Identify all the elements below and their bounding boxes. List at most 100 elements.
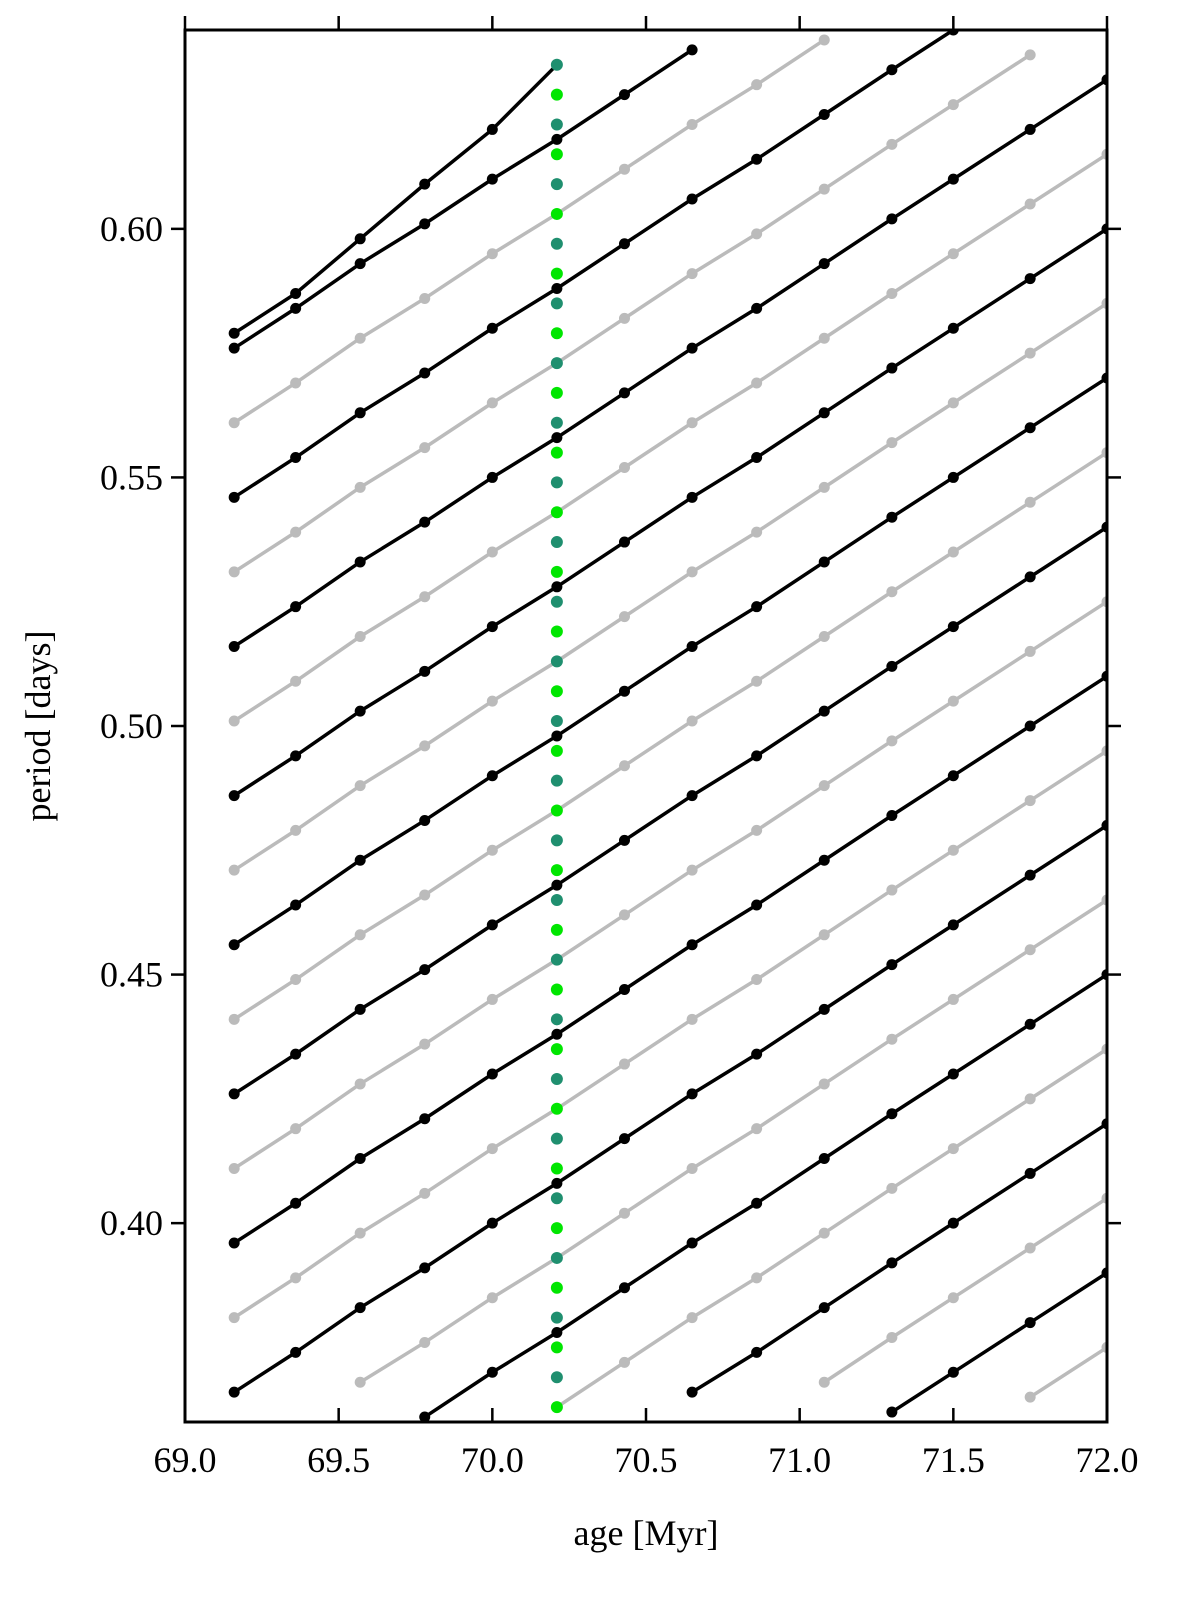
highlight-point bbox=[550, 178, 563, 191]
highlight-point bbox=[550, 1043, 563, 1056]
data-point bbox=[818, 705, 830, 717]
series-line bbox=[233, 749, 1107, 1320]
data-point bbox=[290, 302, 302, 314]
data-point bbox=[551, 432, 563, 444]
data-point bbox=[886, 735, 898, 747]
data-point bbox=[486, 322, 498, 334]
data-point bbox=[818, 332, 830, 344]
data-point bbox=[1024, 645, 1036, 657]
data-point bbox=[290, 287, 302, 299]
x-tick-label: 70.0 bbox=[461, 1440, 524, 1480]
highlight-point bbox=[550, 506, 563, 519]
data-point bbox=[947, 248, 959, 260]
data-point bbox=[686, 268, 698, 280]
series-line bbox=[233, 152, 1107, 723]
highlight-point bbox=[550, 1072, 563, 1085]
series-line bbox=[1029, 1345, 1107, 1399]
data-point bbox=[886, 1331, 898, 1343]
data-point bbox=[419, 665, 431, 677]
data-point bbox=[419, 442, 431, 454]
data-point bbox=[228, 1237, 240, 1249]
data-point bbox=[290, 377, 302, 389]
data-point bbox=[751, 1197, 763, 1209]
data-point bbox=[686, 1088, 698, 1100]
data-point bbox=[228, 1312, 240, 1324]
data-point bbox=[886, 511, 898, 523]
data-point bbox=[886, 959, 898, 971]
data-point bbox=[818, 1153, 830, 1165]
highlight-point bbox=[550, 357, 563, 370]
data-point bbox=[228, 417, 240, 429]
data-point bbox=[354, 332, 366, 344]
highlight-point bbox=[550, 58, 563, 71]
data-point bbox=[486, 844, 498, 856]
data-point bbox=[886, 213, 898, 225]
data-point bbox=[751, 1346, 763, 1358]
data-point bbox=[686, 715, 698, 727]
data-point bbox=[751, 824, 763, 836]
data-point bbox=[751, 228, 763, 240]
series-line bbox=[233, 600, 1107, 1170]
data-point bbox=[551, 879, 563, 891]
y-tick-label: 0.50 bbox=[100, 706, 163, 746]
data-point bbox=[818, 854, 830, 866]
data-point bbox=[618, 909, 630, 921]
data-point bbox=[886, 287, 898, 299]
data-point bbox=[947, 546, 959, 558]
highlight-point bbox=[550, 476, 563, 489]
data-point bbox=[818, 1376, 830, 1388]
highlight-point bbox=[550, 804, 563, 817]
data-point bbox=[618, 834, 630, 846]
data-point bbox=[686, 1312, 698, 1324]
data-point bbox=[1024, 795, 1036, 807]
highlight-point bbox=[550, 207, 563, 220]
data-point bbox=[751, 302, 763, 314]
data-point bbox=[947, 1143, 959, 1155]
data-point bbox=[228, 1013, 240, 1025]
data-point bbox=[686, 640, 698, 652]
data-point bbox=[354, 854, 366, 866]
data-point bbox=[551, 133, 563, 145]
data-point bbox=[618, 163, 630, 175]
data-point bbox=[886, 660, 898, 672]
data-point bbox=[419, 1113, 431, 1125]
data-point bbox=[290, 675, 302, 687]
highlight-point bbox=[550, 1013, 563, 1026]
data-point bbox=[486, 471, 498, 483]
data-point bbox=[818, 631, 830, 643]
data-point bbox=[618, 983, 630, 995]
data-point bbox=[947, 621, 959, 633]
data-point bbox=[818, 780, 830, 792]
data-point bbox=[228, 864, 240, 876]
data-point bbox=[886, 1108, 898, 1120]
data-point bbox=[419, 1187, 431, 1199]
data-point bbox=[354, 780, 366, 792]
series-line bbox=[233, 451, 1107, 1021]
series-line bbox=[233, 53, 1032, 574]
data-point bbox=[618, 536, 630, 548]
data-point bbox=[419, 1038, 431, 1050]
x-tick-label: 69.5 bbox=[307, 1440, 370, 1480]
data-point bbox=[686, 193, 698, 205]
data-point bbox=[486, 621, 498, 633]
series-line bbox=[233, 78, 1107, 648]
data-point bbox=[947, 1366, 959, 1378]
data-point bbox=[290, 1123, 302, 1135]
data-point bbox=[354, 1078, 366, 1090]
data-point bbox=[751, 1048, 763, 1060]
data-point bbox=[486, 1217, 498, 1229]
data-point bbox=[947, 1292, 959, 1304]
data-point bbox=[947, 173, 959, 185]
data-point bbox=[1024, 123, 1036, 135]
data-point bbox=[751, 974, 763, 986]
highlight-point bbox=[550, 595, 563, 608]
data-point bbox=[886, 362, 898, 374]
data-point bbox=[290, 526, 302, 538]
data-point bbox=[354, 1003, 366, 1015]
series-line bbox=[233, 525, 1107, 1096]
highlight-point bbox=[550, 864, 563, 877]
highlight-point bbox=[550, 894, 563, 906]
data-point bbox=[618, 461, 630, 473]
x-tick-label: 72.0 bbox=[1076, 1440, 1139, 1480]
